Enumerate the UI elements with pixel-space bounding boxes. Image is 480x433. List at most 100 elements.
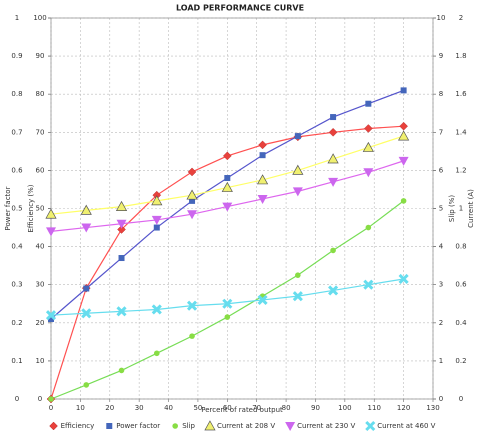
y-tick-label: 30 — [36, 281, 45, 289]
marker — [259, 152, 266, 159]
marker — [222, 202, 233, 212]
marker — [364, 124, 373, 133]
marker — [115, 200, 128, 211]
y-axis-title: Slip (%) — [448, 195, 456, 222]
x-tick-label: 130 — [426, 404, 439, 412]
marker — [400, 87, 407, 94]
y-tick-label: 2 — [459, 14, 463, 22]
chart-title: LOAD PERFORMANCE CURVE — [176, 4, 304, 13]
y-tick-label: 80 — [36, 90, 45, 98]
marker — [117, 225, 126, 234]
y-tick-label: 4 — [439, 243, 444, 251]
x-tick-label: 10 — [76, 404, 85, 412]
y-axis-title: Efficiency (%) — [27, 184, 35, 232]
y-tick-label: 90 — [36, 52, 45, 60]
y-tick-label: 0.1 — [11, 357, 22, 365]
marker — [151, 215, 162, 225]
legend: Efficiency Power factor Slip Current at 208… — [49, 420, 436, 432]
marker — [328, 285, 339, 296]
marker — [81, 308, 92, 319]
marker — [106, 423, 113, 429]
y-tick-label: 1 — [459, 205, 463, 213]
marker — [327, 153, 339, 164]
marker — [118, 255, 125, 262]
x-tick-label: 0 — [49, 404, 53, 412]
x-tick-label: 70 — [252, 404, 261, 412]
legend-label: Current at 230 V — [297, 422, 355, 430]
x-tick-label: 60 — [223, 404, 232, 412]
marker — [222, 298, 233, 309]
legend-label: Slip — [182, 422, 195, 430]
marker — [285, 422, 296, 431]
y-tick-label: 7 — [439, 128, 443, 136]
y-tick-label: 0.6 — [455, 281, 467, 289]
marker — [187, 210, 198, 220]
y-tick-label: 40 — [36, 243, 45, 251]
y-tick-label: 50 — [36, 205, 45, 213]
y-axis-title: Current (A) — [467, 189, 475, 228]
marker — [116, 219, 127, 229]
y-tick-label: 1.8 — [455, 52, 466, 60]
marker — [48, 315, 54, 322]
marker — [398, 273, 409, 285]
marker — [365, 224, 372, 231]
y-tick-label: 10 — [437, 14, 446, 22]
x-tick-label: 50 — [193, 404, 202, 412]
x-tick-label: 120 — [397, 404, 410, 412]
y-tick-label: 2 — [439, 319, 443, 327]
y-tick-label: 0.4 — [455, 319, 467, 327]
y-tick-label: 20 — [36, 319, 45, 327]
x-tick-label: 80 — [282, 404, 291, 412]
y-tick-label: 6 — [439, 166, 444, 174]
marker — [189, 333, 195, 339]
marker — [295, 272, 301, 278]
y-tick-label: 1 — [439, 357, 443, 365]
marker — [328, 127, 338, 137]
marker — [258, 140, 267, 150]
marker — [292, 187, 303, 197]
marker — [400, 198, 407, 204]
marker — [224, 314, 231, 320]
marker — [45, 208, 57, 219]
marker — [186, 189, 198, 200]
y-tick-label: 1.4 — [455, 128, 467, 136]
marker — [172, 423, 178, 429]
marker — [399, 121, 408, 131]
marker — [365, 420, 376, 432]
y-tick-label: 8 — [439, 90, 443, 98]
x-tick-label: 20 — [105, 404, 114, 412]
y-tick-label: 0.3 — [11, 281, 22, 289]
marker — [362, 141, 374, 152]
marker — [365, 100, 372, 107]
marker — [186, 300, 198, 311]
y-axis-title: Power factor — [4, 186, 12, 230]
y-tick-label: 5 — [439, 205, 443, 213]
y-tick-label: 0 — [15, 395, 19, 403]
x-tick-label: 110 — [368, 404, 381, 412]
y-tick-label: 70 — [36, 128, 45, 136]
y-tick-label: 3 — [439, 281, 443, 289]
legend-label: Current at 208 V — [217, 422, 275, 430]
marker — [116, 306, 127, 317]
marker — [257, 194, 268, 204]
legend-label: Efficiency — [61, 422, 95, 430]
y-tick-label: 0.6 — [11, 166, 23, 174]
y-tick-label: 9 — [439, 52, 443, 60]
legend-label: Power factor — [116, 422, 160, 430]
y-tick-label: 10 — [36, 357, 45, 365]
marker — [330, 114, 337, 121]
marker — [292, 291, 303, 302]
y-tick-label: 1 — [15, 14, 19, 22]
marker — [398, 130, 410, 141]
marker — [222, 151, 232, 161]
marker — [45, 310, 57, 321]
marker — [363, 279, 374, 290]
marker — [221, 181, 233, 192]
marker — [204, 420, 216, 431]
marker — [46, 227, 56, 237]
y-tick-label: 100 — [33, 14, 46, 22]
marker — [151, 195, 163, 206]
marker — [363, 168, 374, 178]
marker — [330, 247, 336, 254]
marker — [48, 396, 54, 402]
